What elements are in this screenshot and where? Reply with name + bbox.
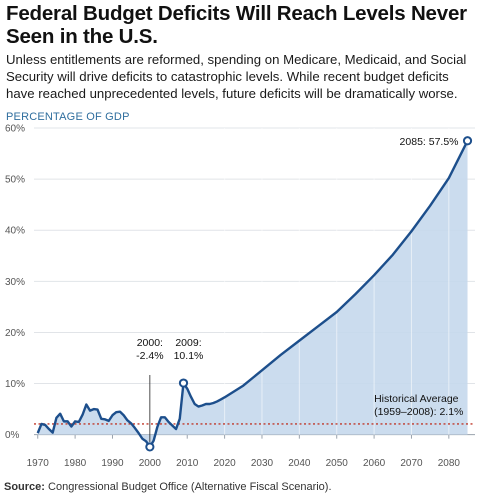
y-tick-label: 20%: [5, 328, 25, 339]
x-tick-label: 2000: [139, 458, 162, 469]
x-tick-label: 2070: [400, 458, 423, 469]
annotation-2009-year: 2009:: [175, 337, 201, 349]
y-tick-label: 50%: [5, 175, 25, 186]
x-tick-label: 2040: [288, 458, 311, 469]
source-note: Source: Congressional Budget Office (Alt…: [4, 481, 332, 493]
annotation-marker-2000: [145, 442, 155, 452]
historical-average-range: (1959–2008): 2.1%: [374, 406, 463, 418]
x-tick-label: 2020: [213, 458, 236, 469]
x-tick-label: 2030: [251, 458, 274, 469]
historical-average-label: Historical Average: [374, 393, 459, 405]
x-tick-label: 2010: [176, 458, 199, 469]
source-text: Congressional Budget Office (Alternative…: [48, 481, 332, 493]
y-tick-label: 10%: [5, 379, 25, 390]
x-tick-label: 1990: [101, 458, 124, 469]
deficit-area: [37, 140, 468, 447]
y-tick-label: 40%: [5, 226, 25, 237]
y-tick-label: 30%: [5, 277, 25, 288]
deficit-line: [36, 140, 469, 449]
chart-subtitle: Unless entitlements are reformed, spendi…: [6, 52, 467, 101]
y-axis-label: PERCENTAGE OF GDP: [6, 111, 130, 123]
annotation-2000-year: 2000:: [137, 337, 163, 349]
x-tick-label: 1970: [27, 458, 50, 469]
y-tick-label: 60%: [5, 124, 25, 135]
annotation-2009-value: 10.1%: [174, 350, 204, 362]
y-tick-label: 0%: [5, 430, 20, 441]
source-label: Source:: [4, 481, 45, 493]
annotation-2000-value: -2.4%: [136, 350, 163, 362]
annotation-marker-2085: [462, 136, 473, 146]
x-tick-label: 2050: [326, 458, 349, 469]
x-tick-label: 2080: [438, 458, 461, 469]
annotation-2085-value: 2085: 57.5%: [400, 136, 459, 148]
annotation-marker-2009: [178, 378, 189, 388]
x-tick-label: 1980: [64, 458, 87, 469]
x-tick-label: 2060: [363, 458, 386, 469]
chart-title: Federal Budget Deficits Will Reach Level…: [6, 2, 467, 48]
